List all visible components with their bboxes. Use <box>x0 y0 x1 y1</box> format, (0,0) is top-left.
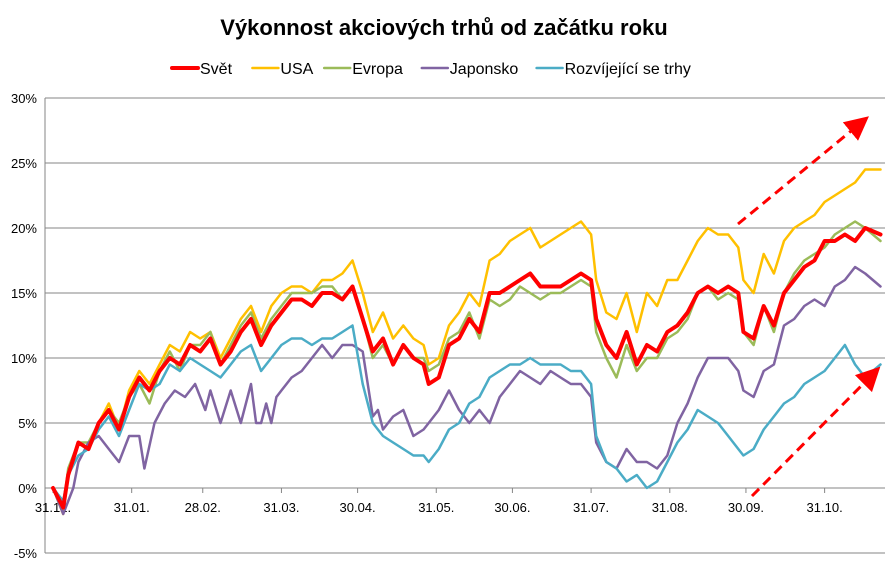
y-tick-label: 0% <box>18 481 37 496</box>
legend-label-japan: Japonsko <box>450 61 519 78</box>
x-tick-label: 31.07. <box>573 500 609 515</box>
chart-annotations <box>737 116 881 498</box>
y-tick-label: -5% <box>14 546 38 561</box>
x-tick-label: 31.08. <box>652 500 688 515</box>
chart-series-group <box>51 168 883 516</box>
y-axis-tick-labels: -5% 0% 5% 10% 15% 20% 25% 30% <box>11 91 37 561</box>
legend-label-world: Svět <box>200 61 233 78</box>
y-tick-label: 20% <box>11 221 37 236</box>
series-line-emerging <box>51 324 882 503</box>
trend-arrow-upper <box>737 116 869 226</box>
y-tick-label: 30% <box>11 91 37 106</box>
y-tick-label: 15% <box>11 286 37 301</box>
x-axis-tick-labels: 31.12. 31.01. 28.02. 31.03. 30.04. 31.05. 30.0… <box>35 500 843 515</box>
trend-arrow-lower <box>750 366 881 498</box>
x-tick-label: 30.04. <box>340 500 376 515</box>
x-tick-label: 31.05. <box>418 500 454 515</box>
series-line-japan <box>51 265 882 516</box>
x-tick-label: 30.09. <box>728 500 764 515</box>
y-tick-label: 25% <box>11 156 37 171</box>
x-tick-label: 31.10. <box>807 500 843 515</box>
chart-title: Výkonnost akciových trhů od začátku roku <box>220 15 667 40</box>
series-line-world <box>51 226 883 510</box>
x-tick-label: 30.06. <box>494 500 530 515</box>
y-tick-label: 10% <box>11 351 37 366</box>
legend-label-usa: USA <box>280 61 313 78</box>
y-tick-label: 5% <box>18 416 37 431</box>
chart-legend: Svět USA Evropa Japonsko Rozvíjející se trhy <box>170 61 691 78</box>
series-line-usa <box>51 168 882 516</box>
legend-label-emerging: Rozvíjející se trhy <box>565 61 691 78</box>
x-tick-label: 28.02. <box>185 500 221 515</box>
legend-label-europe: Evropa <box>352 61 403 78</box>
x-tick-label: 31.01. <box>114 500 150 515</box>
chart-gridlines <box>44 97 885 554</box>
x-tick-label: 31.03. <box>263 500 299 515</box>
